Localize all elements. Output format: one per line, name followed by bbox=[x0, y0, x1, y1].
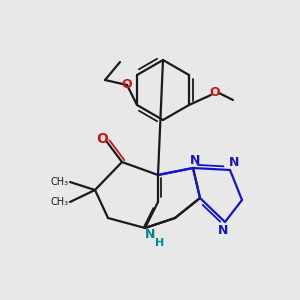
Text: H: H bbox=[155, 238, 165, 248]
Text: N: N bbox=[218, 224, 228, 238]
Text: N: N bbox=[229, 155, 239, 169]
Text: O: O bbox=[122, 79, 132, 92]
Text: CH₃: CH₃ bbox=[51, 177, 69, 187]
Text: O: O bbox=[96, 132, 108, 146]
Text: CH₃: CH₃ bbox=[51, 197, 69, 207]
Text: N: N bbox=[145, 229, 155, 242]
Text: O: O bbox=[210, 86, 220, 100]
Text: N: N bbox=[190, 154, 200, 166]
